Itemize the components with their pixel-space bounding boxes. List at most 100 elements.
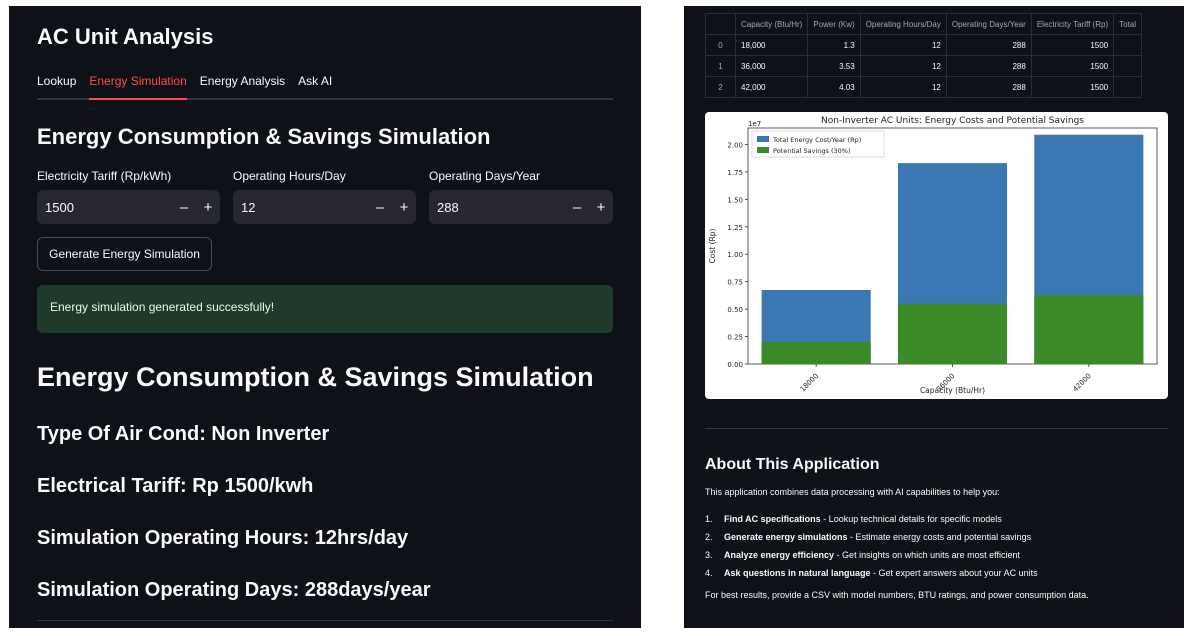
success-alert: Energy simulation generated successfully…: [37, 285, 613, 333]
right-screenshot-panel: Capacity (Btu/Hr) Power (Kw) Operating H…: [684, 6, 1184, 628]
hours-input[interactable]: 12 – +: [233, 190, 416, 224]
list-number: 2.: [705, 532, 713, 542]
list-item: 4. Ask questions in natural language - Ge…: [705, 568, 1038, 586]
legend-swatch: [757, 136, 769, 142]
list-item: 1. Find AC specifications - Lookup techni…: [705, 514, 1038, 532]
list-item-text: - Estimate energy costs and potential sa…: [847, 532, 1032, 542]
list-item: 3. Analyze energy efficiency - Get insigh…: [705, 550, 1038, 568]
y-tick-label: 1.75: [727, 169, 743, 177]
column-header[interactable]: Total: [1113, 13, 1143, 35]
results-table-edge: [37, 620, 613, 628]
days-decrement-button[interactable]: –: [572, 198, 582, 216]
about-footer: For best results, provide a CSV with mod…: [705, 590, 1089, 600]
y-tick-label: 1.50: [727, 196, 743, 204]
tab-ask-ai[interactable]: Ask AI: [298, 74, 333, 88]
y-tick-label: 0.25: [727, 334, 743, 342]
y-tick-label: 0.00: [727, 361, 743, 369]
generate-energy-simulation-button[interactable]: Generate Energy Simulation: [37, 237, 212, 271]
x-axis-label: Capacity (Btu/Hr): [920, 386, 985, 395]
days-input[interactable]: 288 – +: [429, 190, 613, 224]
results-heading: Energy Consumption & Savings Simulation: [37, 362, 594, 392]
column-header[interactable]: Capacity (Btu/Hr): [734, 13, 809, 35]
app-title: AC Unit Analysis: [37, 24, 214, 49]
table-cell[interactable]: [1113, 34, 1143, 56]
about-list: 1. Find AC specifications - Lookup techni…: [705, 514, 1038, 586]
column-header[interactable]: Electricity Tariff (Rp): [1030, 13, 1115, 35]
table-cell[interactable]: 42,000: [734, 76, 809, 98]
simulation-heading: Energy Consumption & Savings Simulation: [37, 124, 491, 149]
operating-hours-text: Simulation Operating Hours: 12hrs/day: [37, 527, 409, 549]
hours-value[interactable]: 12: [241, 199, 256, 215]
table-row[interactable]: 1 36,000 3.53 12 288 1500: [705, 55, 1143, 77]
list-item: 2. Generate energy simulations - Estimate…: [705, 532, 1038, 550]
row-index: 1: [705, 55, 736, 77]
bar-savings: [897, 303, 1008, 364]
legend-box: [751, 130, 885, 158]
column-header[interactable]: [705, 13, 736, 35]
y-tick-label: 1.25: [727, 224, 743, 232]
table-cell[interactable]: 288: [945, 76, 1032, 98]
list-item-text: - Get insights on which units are most e…: [834, 550, 1020, 560]
energy-dataframe[interactable]: Capacity (Btu/Hr) Power (Kw) Operating H…: [705, 13, 1143, 98]
table-cell[interactable]: 1500: [1030, 34, 1115, 56]
tariff-value[interactable]: 1500: [45, 199, 74, 215]
table-cell[interactable]: 12: [859, 76, 947, 98]
tariff-decrement-button[interactable]: –: [179, 198, 189, 216]
y-multiplier-label: 1e7: [748, 120, 761, 128]
list-item-text: - Lookup technical details for specific …: [820, 514, 1002, 524]
table-cell[interactable]: 3.53: [807, 55, 861, 77]
table-cell[interactable]: 12: [859, 34, 947, 56]
x-tick-label: 42000: [1071, 372, 1092, 393]
column-header[interactable]: Power (Kw): [807, 13, 861, 35]
table-cell[interactable]: [1113, 55, 1143, 77]
y-tick-label: 0.75: [727, 279, 743, 287]
table-cell[interactable]: 1500: [1030, 55, 1115, 77]
tab-energy-simulation[interactable]: Energy Simulation: [89, 72, 187, 100]
column-header[interactable]: Operating Days/Year: [945, 13, 1032, 35]
tariff-label: Electricity Tariff (Rp/kWh): [37, 169, 172, 183]
table-cell[interactable]: 288: [945, 34, 1032, 56]
tab-lookup[interactable]: Lookup: [37, 74, 77, 88]
tariff-text: Electrical Tariff: Rp 1500/kwh: [37, 475, 314, 497]
bar-savings: [1034, 295, 1144, 364]
days-increment-button[interactable]: +: [596, 198, 606, 216]
hours-increment-button[interactable]: +: [399, 198, 409, 216]
bar-savings: [761, 341, 871, 364]
table-cell[interactable]: 288: [945, 55, 1032, 77]
days-value[interactable]: 288: [437, 199, 459, 215]
list-number: 1.: [705, 514, 713, 524]
aircon-type-text: Type Of Air Cond: Non Inverter: [37, 423, 330, 445]
table-cell[interactable]: 18,000: [734, 34, 809, 56]
table-row[interactable]: 2 42,000 4.03 12 288 1500: [705, 76, 1143, 98]
tariff-increment-button[interactable]: +: [203, 198, 213, 216]
days-label: Operating Days/Year: [429, 169, 540, 183]
y-axis-label: Cost (Rp): [708, 228, 717, 263]
about-intro: This application combines data processin…: [705, 487, 1000, 497]
hours-label: Operating Hours/Day: [233, 169, 346, 183]
list-item-bold: Find AC specifications: [724, 514, 821, 524]
legend-label: Total Energy Cost/Year (Rp): [772, 136, 861, 144]
table-cell[interactable]: 4.03: [807, 76, 861, 98]
table-cell[interactable]: 36,000: [734, 55, 809, 77]
x-tick-label: 18000: [799, 372, 820, 393]
column-header[interactable]: Operating Hours/Day: [859, 13, 947, 35]
list-item-bold: Generate energy simulations: [724, 532, 848, 542]
list-item-bold: Ask questions in natural language: [724, 568, 871, 578]
table-cell[interactable]: 1.3: [807, 34, 861, 56]
tariff-input[interactable]: 1500 – +: [37, 190, 220, 224]
operating-days-text: Simulation Operating Days: 288days/year: [37, 579, 431, 601]
table-header-row: Capacity (Btu/Hr) Power (Kw) Operating H…: [705, 13, 1143, 35]
table-cell[interactable]: 1500: [1030, 76, 1115, 98]
hours-decrement-button[interactable]: –: [375, 198, 385, 216]
legend-swatch: [757, 147, 769, 153]
y-tick-label: 2.00: [727, 141, 743, 149]
list-number: 4.: [705, 568, 713, 578]
row-index: 2: [705, 76, 736, 98]
y-tick-label: 0.50: [727, 306, 743, 314]
row-index: 0: [705, 34, 736, 56]
chart-title: Non-Inverter AC Units: Energy Costs and …: [821, 116, 1084, 126]
table-cell[interactable]: [1113, 76, 1143, 98]
tab-energy-analysis[interactable]: Energy Analysis: [199, 74, 286, 88]
table-cell[interactable]: 12: [859, 55, 947, 77]
table-row[interactable]: 0 18,000 1.3 12 288 1500: [705, 34, 1143, 56]
